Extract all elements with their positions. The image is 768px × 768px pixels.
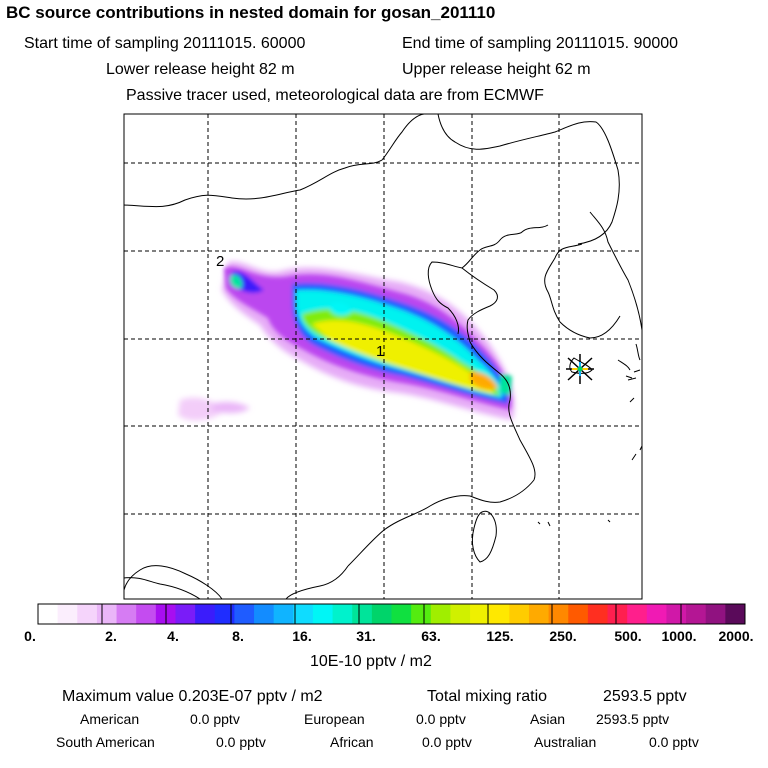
colorbar bbox=[38, 604, 746, 624]
colorbar-ticks bbox=[37, 604, 682, 624]
european-label: European bbox=[304, 711, 365, 727]
start-time-label: Start time of sampling 20111015. 60000 bbox=[24, 35, 306, 52]
colorbar-label: 250. bbox=[549, 628, 577, 644]
marker-2-label: 2 bbox=[216, 253, 224, 270]
colorbar-swatch bbox=[725, 604, 746, 624]
colorbar-swatch bbox=[57, 604, 78, 624]
colorbar-swatch bbox=[705, 604, 726, 624]
asian-value: 2593.5 pptv bbox=[596, 711, 670, 727]
colorbar-units: 10E-10 pptv / m2 bbox=[310, 653, 432, 670]
colorbar-swatch bbox=[195, 604, 216, 624]
end-time-label: End time of sampling 20111015. 90000 bbox=[402, 35, 679, 52]
colorbar-swatch bbox=[175, 604, 196, 624]
lower-release-label: Lower release height 82 m bbox=[106, 61, 295, 78]
colorbar-swatch bbox=[38, 604, 59, 624]
colorbar-label: 63. bbox=[421, 628, 441, 644]
colorbar-label: 125. bbox=[486, 628, 514, 644]
colorbar-label: 500. bbox=[614, 628, 642, 644]
colorbar-swatch bbox=[214, 604, 235, 624]
colorbar-swatch bbox=[450, 604, 471, 624]
plot-title: BC source contributions in nested domain… bbox=[6, 3, 496, 22]
colorbar-swatch bbox=[607, 604, 628, 624]
colorbar-label: 31. bbox=[356, 628, 376, 644]
colorbar-label: 2. bbox=[105, 628, 117, 644]
colorbar-swatch bbox=[627, 604, 648, 624]
colorbar-label: 8. bbox=[232, 628, 244, 644]
colorbar-swatch bbox=[548, 604, 569, 624]
upper-release-label: Upper release height 62 m bbox=[402, 61, 591, 78]
australian-value: 0.0 pptv bbox=[649, 734, 699, 750]
colorbar-swatch bbox=[568, 604, 589, 624]
colorbar-swatch bbox=[77, 604, 98, 624]
colorbar-swatch bbox=[686, 604, 707, 624]
colorbar-label: 4. bbox=[167, 628, 179, 644]
lat-lon-grid bbox=[124, 114, 642, 599]
colorbar-swatch bbox=[312, 604, 334, 624]
colorbar-swatch bbox=[391, 604, 412, 624]
colorbar-label: 2000. bbox=[718, 628, 754, 644]
australian-label: Australian bbox=[534, 734, 597, 750]
colorbar-swatch bbox=[136, 604, 157, 624]
american-label: American bbox=[80, 711, 140, 727]
colorbar-swatch bbox=[293, 604, 314, 624]
colorbar-swatch bbox=[489, 604, 510, 624]
south-american-label: South American bbox=[56, 734, 155, 750]
colorbar-swatch bbox=[273, 604, 294, 624]
max-value-label: Maximum value 0.203E-07 pptv / m2 bbox=[62, 688, 323, 705]
south-american-value: 0.0 pptv bbox=[216, 734, 266, 750]
colorbar-label: 16. bbox=[292, 628, 312, 644]
colorbar-label: 0. bbox=[24, 628, 36, 644]
colorbar-swatch bbox=[587, 604, 609, 624]
receptor-star-icon bbox=[566, 354, 594, 384]
colorbar-swatch bbox=[528, 604, 550, 624]
colorbar-swatch bbox=[509, 604, 530, 624]
colorbar-swatch bbox=[646, 604, 667, 624]
marker-1-label: 1 bbox=[376, 343, 384, 360]
colorbar-swatch bbox=[332, 604, 353, 624]
asian-label: Asian bbox=[530, 711, 566, 727]
european-value: 0.0 pptv bbox=[416, 711, 466, 727]
colorbar-swatch bbox=[430, 604, 451, 624]
colorbar-swatch bbox=[470, 604, 491, 624]
colorbar-swatch bbox=[411, 604, 432, 624]
african-value: 0.0 pptv bbox=[422, 734, 472, 750]
coastlines bbox=[124, 114, 642, 599]
american-value: 0.0 pptv bbox=[190, 711, 240, 727]
african-label: African bbox=[330, 734, 374, 750]
colorbar-label: 1000. bbox=[661, 628, 697, 644]
colorbar-swatch bbox=[254, 604, 275, 624]
colorbar-swatch bbox=[352, 604, 373, 624]
total-mixing-label: Total mixing ratio bbox=[427, 688, 548, 705]
colorbar-swatch bbox=[234, 604, 255, 624]
colorbar-swatch bbox=[666, 604, 687, 624]
colorbar-swatch bbox=[116, 604, 137, 624]
tracer-info-label: Passive tracer used, meteorological data… bbox=[126, 87, 544, 104]
colorbar-swatch bbox=[96, 604, 118, 624]
colorbar-swatch bbox=[371, 604, 392, 624]
total-mixing-value: 2593.5 pptv bbox=[603, 688, 687, 705]
